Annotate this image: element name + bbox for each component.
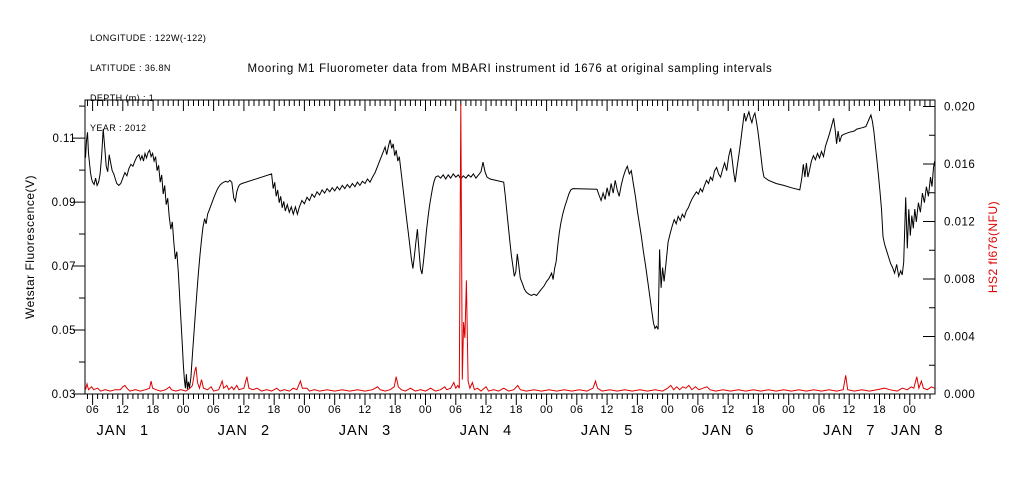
day-label: JAN 7 — [823, 423, 876, 439]
hour-label: 00 — [782, 404, 795, 416]
left-tick-label: 0.11 — [52, 133, 76, 145]
hour-label: 00 — [419, 404, 432, 416]
left-tick-label: 0.03 — [52, 389, 76, 401]
day-label: JAN 5 — [581, 423, 634, 439]
hour-label: 06 — [86, 404, 99, 416]
x-axis-ticks — [87, 100, 931, 405]
left-tick-labels: 0.03 0.05 0.07 0.09 0.11 — [52, 133, 76, 401]
day-label: JAN 8 — [891, 423, 944, 439]
hour-label: 06 — [449, 404, 462, 416]
hour-label: 18 — [631, 404, 644, 416]
hour-label: 12 — [358, 404, 371, 416]
right-tick-labels: 0.000 0.004 0.008 0.012 0.016 0.020 — [944, 102, 975, 402]
right-axis-title: HS2 fl676(NFU) — [986, 200, 1000, 294]
left-axis-ticks — [73, 105, 85, 395]
chart-title: Mooring M1 Fluorometer data from MBARI i… — [247, 63, 773, 75]
left-tick-label: 0.09 — [52, 197, 76, 209]
hour-label: 06 — [328, 404, 341, 416]
hour-label: 18 — [146, 404, 159, 416]
day-label: JAN 1 — [97, 423, 150, 439]
hour-label: 06 — [812, 404, 825, 416]
hour-label: 00 — [298, 404, 311, 416]
right-tick-label: 0.012 — [944, 217, 975, 229]
left-axis-title: Wetstar Fluorescence(V) — [23, 175, 37, 319]
metadata-longitude: LONGITUDE : 122W(-122) — [90, 33, 207, 43]
hour-label: 12 — [479, 404, 492, 416]
hour-label: 00 — [661, 404, 674, 416]
left-tick-label: 0.07 — [52, 261, 76, 273]
hour-label: 06 — [691, 404, 704, 416]
right-tick-label: 0.016 — [944, 159, 975, 171]
metadata-year: YEAR : 2012 — [90, 123, 147, 133]
day-label: JAN 6 — [702, 423, 755, 439]
metadata-latitude: LATITUDE : 36.8N — [90, 63, 171, 73]
right-tick-label: 0.008 — [944, 274, 975, 286]
left-tick-label: 0.05 — [52, 325, 76, 337]
right-axis-ticks — [923, 106, 935, 395]
hour-label: 12 — [722, 404, 735, 416]
metadata-block: LONGITUDE : 122W(-122) LATITUDE : 36.8N … — [90, 13, 206, 153]
hour-label: 00 — [540, 404, 553, 416]
hour-label: 06 — [207, 404, 220, 416]
hour-label: 18 — [873, 404, 886, 416]
day-label: JAN 3 — [339, 423, 392, 439]
day-labels: JAN 1 JAN 2 JAN 3 JAN 4 JAN 5 JAN 6 JAN 7 JAN 8 — [97, 423, 944, 439]
hour-label: 00 — [903, 404, 916, 416]
hs2-series-line — [85, 103, 935, 392]
hour-label: 12 — [237, 404, 250, 416]
hour-label: 18 — [752, 404, 765, 416]
hour-label: 18 — [389, 404, 402, 416]
hour-label: 18 — [510, 404, 523, 416]
hour-label: 06 — [570, 404, 583, 416]
hour-label: 18 — [268, 404, 281, 416]
right-tick-label: 0.004 — [944, 332, 975, 344]
x-hour-labels: 06 12 18 00 06 12 18 00 06 12 18 00 06 12 18 00 06 12 18 00… — [86, 404, 916, 416]
right-tick-label: 0.000 — [944, 389, 975, 401]
day-label: JAN 4 — [460, 423, 513, 439]
hour-label: 12 — [116, 404, 129, 416]
hour-label: 12 — [600, 404, 613, 416]
right-tick-label: 0.020 — [944, 102, 975, 114]
day-label: JAN 2 — [218, 423, 271, 439]
wetstar-series-line — [85, 110, 936, 390]
metadata-depth: DEPTH (m) : 1 — [90, 93, 155, 103]
hour-label: 00 — [177, 404, 190, 416]
hour-label: 12 — [843, 404, 856, 416]
